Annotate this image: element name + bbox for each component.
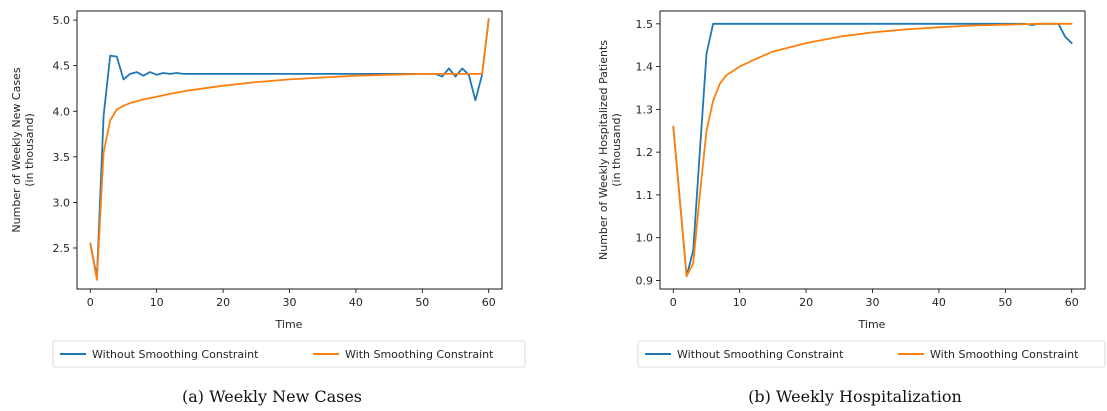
x-axis-label: Time xyxy=(858,318,886,331)
y-axis-label: Number of Weekly New Cases xyxy=(10,67,23,232)
y-tick-label: 5.0 xyxy=(53,14,71,27)
y-tick-label: 1.5 xyxy=(636,18,654,31)
legend-frame xyxy=(637,340,1106,368)
y-tick-label: 1.4 xyxy=(636,61,654,74)
y-axis-label-unit: (in thousand) xyxy=(23,113,36,187)
series-line-without-smoothing-constraint xyxy=(89,18,490,279)
x-tick-label: 20 xyxy=(799,296,813,309)
legend: Without Smoothing Constraint With Smooth… xyxy=(637,340,1106,368)
x-axis-ticks: 0 10 20 30 40 50 60 xyxy=(87,289,496,309)
series-line-without-smoothing-constraint xyxy=(672,22,1073,278)
y-tick-label: 2.5 xyxy=(53,242,71,255)
x-tick-label: 0 xyxy=(87,296,94,309)
legend-frame xyxy=(52,340,526,368)
legend-label-with-smoothing: With Smoothing Constraint xyxy=(345,348,494,361)
series-lines xyxy=(672,22,1073,278)
plot-frame xyxy=(76,10,503,290)
chart-panel-new-cases: 2.5 3.0 3.5 4.0 4.5 5.0 0 10 20 30 40 50 60 Time Nu… xyxy=(10,10,526,406)
y-axis-label-unit: (in thousand) xyxy=(610,113,623,187)
panel-caption: (a) Weekly New Cases xyxy=(182,387,362,406)
series-line-with-smoothing-constraint xyxy=(89,18,490,281)
y-tick-label: 1.0 xyxy=(636,232,654,245)
y-tick-label: 4.5 xyxy=(53,60,71,73)
x-tick-label: 30 xyxy=(283,296,297,309)
series-line-with-smoothing-constraint xyxy=(672,22,1073,278)
x-tick-label: 20 xyxy=(216,296,230,309)
x-axis-ticks: 0 10 20 30 40 50 60 xyxy=(670,289,1079,309)
y-tick-label: 3.0 xyxy=(53,196,71,209)
y-tick-label: 3.5 xyxy=(53,151,71,164)
panel-caption: (b) Weekly Hospitalization xyxy=(748,387,962,406)
y-axis-ticks: 0.9 1.0 1.1 1.2 1.3 1.4 1.5 xyxy=(636,18,660,287)
y-axis-ticks: 2.5 3.0 3.5 4.0 4.5 5.0 xyxy=(53,14,77,255)
legend-label-without-smoothing: Without Smoothing Constraint xyxy=(677,348,844,361)
legend-label-with-smoothing: With Smoothing Constraint xyxy=(930,348,1079,361)
x-axis-label: Time xyxy=(275,318,303,331)
x-tick-label: 10 xyxy=(150,296,164,309)
y-tick-label: 1.3 xyxy=(636,103,654,116)
x-tick-label: 60 xyxy=(482,296,496,309)
legend: Without Smoothing Constraint With Smooth… xyxy=(52,340,526,368)
x-tick-label: 30 xyxy=(866,296,880,309)
y-tick-label: 1.1 xyxy=(636,189,654,202)
x-tick-label: 0 xyxy=(670,296,677,309)
x-tick-label: 10 xyxy=(733,296,747,309)
legend-label-without-smoothing: Without Smoothing Constraint xyxy=(92,348,259,361)
y-axis-label: Number of Weekly Hospitalized Patients xyxy=(597,40,610,260)
x-tick-label: 40 xyxy=(932,296,946,309)
y-tick-label: 1.2 xyxy=(636,146,654,159)
y-tick-label: 4.0 xyxy=(53,105,71,118)
chart-panel-hospitalization: 0.9 1.0 1.1 1.2 1.3 1.4 1.5 0 10 20 30 40 50 60 Time… xyxy=(597,10,1106,406)
y-tick-label: 0.9 xyxy=(636,274,654,287)
x-tick-label: 60 xyxy=(1065,296,1079,309)
x-tick-label: 40 xyxy=(349,296,363,309)
x-tick-label: 50 xyxy=(415,296,429,309)
plot-frame xyxy=(659,10,1086,290)
x-tick-label: 50 xyxy=(998,296,1012,309)
series-lines xyxy=(89,18,490,281)
